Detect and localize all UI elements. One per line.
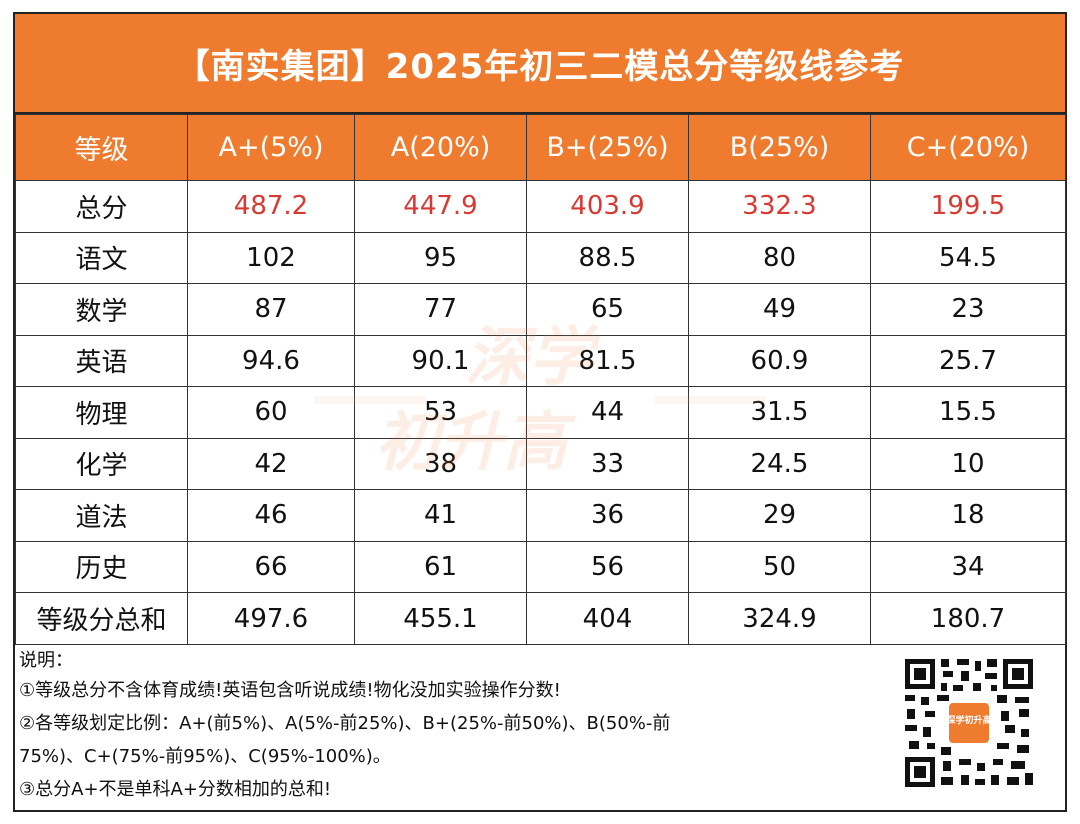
note-item: ①等级总分不含体育成绩!英语包含听说成绩!物化没加实验操作分数! xyxy=(19,680,561,701)
qr-logo-text: 深学初升高 xyxy=(946,714,991,726)
cell-value: 324.9 xyxy=(688,592,871,645)
cell-value: 44 xyxy=(526,386,689,439)
cell-value: 403.9 xyxy=(526,180,689,233)
header-grade: A+(5%) xyxy=(187,114,355,181)
qr-code[interactable]: 深学初升高 xyxy=(901,655,1037,791)
cell-value: 447.9 xyxy=(354,180,527,233)
table-row: 化学 42 38 33 24.5 10 xyxy=(15,437,1066,490)
header-grade: B+(25%) xyxy=(526,114,689,181)
qr-logo-background xyxy=(949,703,989,743)
note-item: ②各等级划定比例：A+(前5%)、A(5%-前25%)、B+(25%-前50%)… xyxy=(19,713,671,734)
cell-value: 66 xyxy=(187,540,355,593)
row-subject: 等级分总和 xyxy=(15,592,188,645)
row-subject: 道法 xyxy=(15,489,188,542)
cell-value: 42 xyxy=(187,437,355,490)
cell-value: 24.5 xyxy=(688,437,871,490)
cell-value: 54.5 xyxy=(870,231,1066,284)
cell-value: 29 xyxy=(688,489,871,542)
cell-value: 455.1 xyxy=(354,592,527,645)
cell-value: 77 xyxy=(354,283,527,336)
cell-value: 180.7 xyxy=(870,592,1066,645)
table-row: 道法 46 41 36 29 18 xyxy=(15,489,1066,542)
table-row: 语文 102 95 88.5 80 54.5 xyxy=(15,231,1066,284)
cell-value: 38 xyxy=(354,437,527,490)
grade-sheet: 【南实集团】2025年初三二模总分等级线参考 等级 A+(5%) A(20%) … xyxy=(13,12,1067,812)
cell-value: 46 xyxy=(187,489,355,542)
cell-value: 88.5 xyxy=(526,231,689,284)
cell-value: 25.7 xyxy=(870,334,1066,387)
cell-value: 332.3 xyxy=(688,180,871,233)
qr-finder xyxy=(905,659,1033,787)
cell-value: 49 xyxy=(688,283,871,336)
table-row-total: 总分 487.2 447.9 403.9 332.3 199.5 xyxy=(15,180,1066,233)
cell-value: 81.5 xyxy=(526,334,689,387)
row-subject: 总分 xyxy=(15,180,188,233)
cell-value: 56 xyxy=(526,540,689,593)
cell-value: 199.5 xyxy=(870,180,1066,233)
cell-value: 23 xyxy=(870,283,1066,336)
row-subject: 英语 xyxy=(15,334,188,387)
cell-value: 50 xyxy=(688,540,871,593)
cell-value: 90.1 xyxy=(354,334,527,387)
cell-value: 102 xyxy=(187,231,355,284)
note-item: 75%)、C+(75%-前95%)、C(95%-100%)。 xyxy=(19,746,391,767)
cell-value: 87 xyxy=(187,283,355,336)
table-row: 历史 66 61 56 50 34 xyxy=(15,540,1066,593)
cell-value: 65 xyxy=(526,283,689,336)
cell-value: 18 xyxy=(870,489,1066,542)
table-row: 英语 94.6 90.1 81.5 60.9 25.7 xyxy=(15,334,1066,387)
cell-value: 60.9 xyxy=(688,334,871,387)
cell-value: 487.2 xyxy=(187,180,355,233)
header-grade: C+(20%) xyxy=(870,114,1066,181)
row-subject: 数学 xyxy=(15,283,188,336)
row-subject: 物理 xyxy=(15,386,188,439)
cell-value: 34 xyxy=(870,540,1066,593)
cell-value: 53 xyxy=(354,386,527,439)
cell-value: 31.5 xyxy=(688,386,871,439)
cell-value: 41 xyxy=(354,489,527,542)
title-bar: 【南实集团】2025年初三二模总分等级线参考 xyxy=(15,14,1065,114)
page-title: 【南实集团】2025年初三二模总分等级线参考 xyxy=(175,46,905,87)
note-item: ③总分A+不是单科A+分数相加的总和! xyxy=(19,779,332,800)
notes-heading: 说明： xyxy=(19,650,73,671)
cell-value: 80 xyxy=(688,231,871,284)
grade-table: 等级 A+(5%) A(20%) B+(25%) B(25%) C+(20%) … xyxy=(15,114,1066,645)
cell-value: 95 xyxy=(354,231,527,284)
cell-value: 33 xyxy=(526,437,689,490)
notes-section: 说明： ①等级总分不含体育成绩!英语包含听说成绩!物化没加实验操作分数! ②各等… xyxy=(15,643,1065,812)
row-subject: 化学 xyxy=(15,437,188,490)
header-grade: A(20%) xyxy=(354,114,527,181)
table-row-grade-sum: 等级分总和 497.6 455.1 404 324.9 180.7 xyxy=(15,592,1066,645)
cell-value: 15.5 xyxy=(870,386,1066,439)
header-label: 等级 xyxy=(15,114,188,181)
row-subject: 历史 xyxy=(15,540,188,593)
cell-value: 60 xyxy=(187,386,355,439)
cell-value: 404 xyxy=(526,592,689,645)
cell-value: 36 xyxy=(526,489,689,542)
cell-value: 94.6 xyxy=(187,334,355,387)
qr-modules xyxy=(905,659,1033,785)
table-row: 数学 87 77 65 49 23 xyxy=(15,283,1066,336)
table-row: 物理 60 53 44 31.5 15.5 xyxy=(15,386,1066,439)
row-subject: 语文 xyxy=(15,231,188,284)
cell-value: 497.6 xyxy=(187,592,355,645)
table-header-row: 等级 A+(5%) A(20%) B+(25%) B(25%) C+(20%) xyxy=(15,114,1066,181)
cell-value: 10 xyxy=(870,437,1066,490)
header-grade: B(25%) xyxy=(688,114,871,181)
cell-value: 61 xyxy=(354,540,527,593)
